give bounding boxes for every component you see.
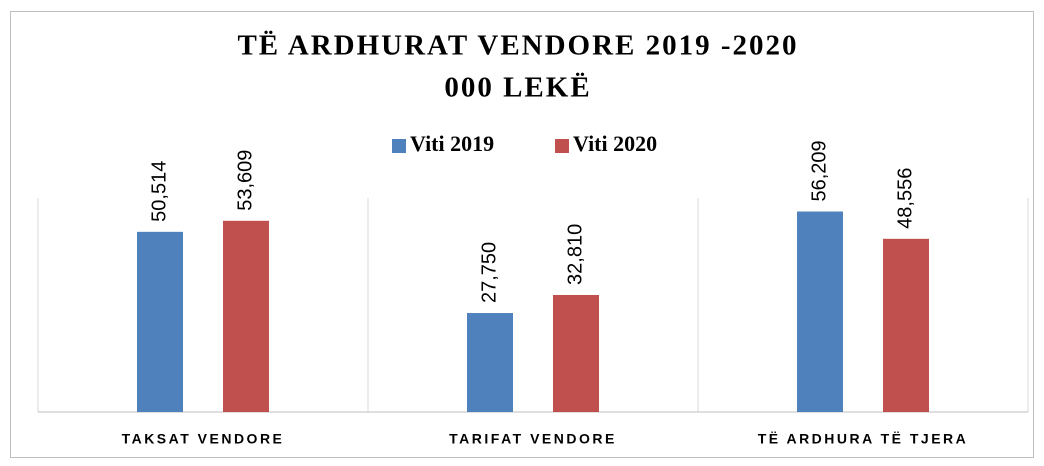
data-label: 50,514 bbox=[148, 161, 170, 222]
data-label: 48,556 bbox=[894, 168, 916, 229]
bar bbox=[553, 294, 599, 412]
x-tick-label: TË ARDHURA TË TJERA bbox=[758, 431, 969, 447]
legend-swatch bbox=[392, 139, 406, 153]
data-label: 53,609 bbox=[234, 150, 256, 211]
bar bbox=[883, 238, 929, 412]
bar bbox=[137, 231, 183, 412]
bar bbox=[223, 220, 269, 412]
chart-subtitle: 000 LEKË bbox=[444, 72, 591, 104]
chart-title: TË ARDHURAT VENDORE 2019 -2020 bbox=[237, 30, 798, 62]
x-tick-label: TARIFAT VENDORE bbox=[449, 431, 617, 447]
bar bbox=[467, 313, 513, 412]
legend-label: Viti 2019 bbox=[410, 131, 494, 156]
data-label: 27,750 bbox=[478, 242, 500, 303]
bar bbox=[797, 211, 843, 412]
data-label: 32,810 bbox=[564, 224, 586, 285]
x-tick-label: TAKSAT VENDORE bbox=[122, 431, 285, 447]
legend-label: Viti 2020 bbox=[573, 131, 657, 156]
legend-swatch bbox=[555, 139, 569, 153]
data-label: 56,209 bbox=[808, 140, 830, 201]
